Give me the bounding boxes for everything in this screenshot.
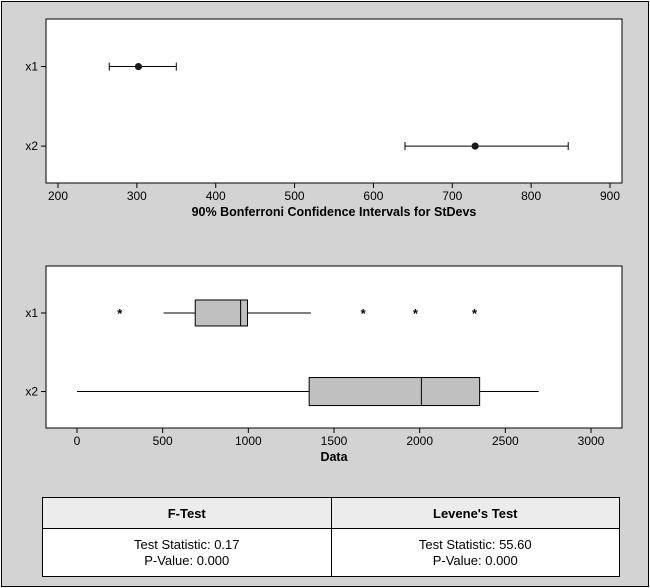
x-tick-label: 500 bbox=[153, 434, 173, 448]
x-tick-label: 900 bbox=[600, 189, 620, 203]
ci-estimate-point-x2 bbox=[471, 142, 479, 150]
category-label-x2: x2 bbox=[25, 385, 38, 399]
plot-area bbox=[45, 18, 623, 184]
x-tick-label: 0 bbox=[74, 434, 81, 448]
chart-svg: 200 300 400 500 600 700 800 900 x1 x2 90% Bonferro… bbox=[25, 18, 623, 464]
levene-test-pvalue: P-Value: 0.000 bbox=[432, 552, 518, 568]
x-tick-label: 200 bbox=[48, 189, 68, 203]
levene-test-header: Levene's Test bbox=[330, 497, 620, 529]
box-x2 bbox=[308, 377, 481, 407]
boxplot: 0 500 1000 1500 2000 2500 3000 x1 x2 Data * * * * bbox=[25, 265, 623, 464]
levene-test-statistic: Test Statistic: 55.60 bbox=[418, 536, 532, 552]
f-test-pvalue: P-Value: 0.000 bbox=[144, 552, 230, 568]
outlier-point-x1: * bbox=[413, 306, 419, 321]
x-tick-label: 600 bbox=[363, 189, 383, 203]
x-tick-label: 1500 bbox=[321, 434, 348, 448]
ci-plot: 200 300 400 500 600 700 800 900 x1 x2 90% Bonferro… bbox=[25, 18, 623, 219]
x-tick-label: 2000 bbox=[406, 434, 433, 448]
x-tick-label: 2500 bbox=[492, 434, 519, 448]
box-x1 bbox=[194, 299, 248, 327]
x-tick-label: 800 bbox=[521, 189, 541, 203]
outlier-point-x1: * bbox=[361, 306, 367, 321]
x-axis-title: 90% Bonferroni Confidence Intervals for … bbox=[192, 205, 477, 219]
x-tick-label: 700 bbox=[442, 189, 462, 203]
test-results-table: F-Test Levene's Test Test Statistic: 0.1… bbox=[42, 497, 620, 577]
x-tick-label: 500 bbox=[285, 189, 305, 203]
x-axis-title: Data bbox=[320, 450, 348, 464]
x-tick-label: 300 bbox=[127, 189, 147, 203]
x-tick-label: 1000 bbox=[235, 434, 262, 448]
category-label-x1: x1 bbox=[25, 60, 38, 74]
levene-test-results: Test Statistic: 55.60 P-Value: 0.000 bbox=[330, 528, 620, 577]
x-tick-label: 3000 bbox=[578, 434, 605, 448]
f-test-header: F-Test bbox=[42, 497, 332, 529]
category-label-x1: x1 bbox=[25, 306, 38, 320]
f-test-results: Test Statistic: 0.17 P-Value: 0.000 bbox=[42, 528, 332, 577]
f-test-statistic: Test Statistic: 0.17 bbox=[134, 536, 240, 552]
outlier-point-x1: * bbox=[472, 306, 478, 321]
outlier-point-x1: * bbox=[117, 306, 123, 321]
category-label-x2: x2 bbox=[25, 139, 38, 153]
ci-estimate-point-x1 bbox=[134, 62, 143, 71]
x-tick-label: 400 bbox=[206, 189, 226, 203]
